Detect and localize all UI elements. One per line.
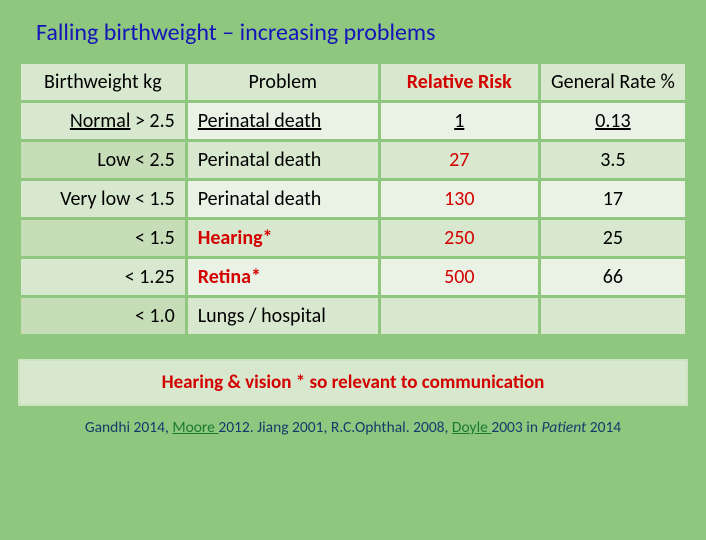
cell-birthweight: Very low < 1.5 <box>21 181 185 217</box>
table-row: < 1.5Hearing*25025 <box>21 220 685 256</box>
table-row: Very low < 1.5Perinatal death13017 <box>21 181 685 217</box>
citation-italic: Patient <box>541 418 589 437</box>
cell-general-rate: 0.13 <box>541 103 685 139</box>
cell-birthweight: Low < 2.5 <box>21 142 185 178</box>
cell-problem: Hearing* <box>188 220 378 256</box>
column-header: Problem <box>188 64 378 100</box>
cell-relative-risk: 500 <box>381 259 538 295</box>
table-row: < 1.0Lungs / hospital <box>21 298 685 334</box>
cell-relative-risk: 130 <box>381 181 538 217</box>
citation-link-doyle[interactable]: Doyle <box>452 418 491 437</box>
cell-problem: Perinatal death <box>188 181 378 217</box>
cell-general-rate: 25 <box>541 220 685 256</box>
citation-line: Gandhi 2014, Moore 2012. Jiang 2001, R.C… <box>18 406 688 437</box>
cell-general-rate: 3.5 <box>541 142 685 178</box>
risk-table: Birthweight kgProblemRelative RiskGenera… <box>18 61 688 337</box>
cell-general-rate: 17 <box>541 181 685 217</box>
cell-problem: Perinatal death <box>188 142 378 178</box>
cell-relative-risk: 1 <box>381 103 538 139</box>
citation-text: 2003 in <box>491 418 541 437</box>
cell-general-rate: 66 <box>541 259 685 295</box>
citation-link-moore[interactable]: Moore <box>172 418 218 437</box>
citation-text: 2014 <box>590 418 621 437</box>
cell-birthweight: Normal > 2.5 <box>21 103 185 139</box>
slide-title: Falling birthweight – increasing problem… <box>18 12 688 61</box>
column-header: Birthweight kg <box>21 64 185 100</box>
cell-problem: Perinatal death <box>188 103 378 139</box>
cell-general-rate <box>541 298 685 334</box>
table-row: Low < 2.5Perinatal death273.5 <box>21 142 685 178</box>
column-header: Relative Risk <box>381 64 538 100</box>
table-row: < 1.25Retina*50066 <box>21 259 685 295</box>
column-header: General Rate % <box>541 64 685 100</box>
cell-birthweight: < 1.0 <box>21 298 185 334</box>
cell-relative-risk <box>381 298 538 334</box>
cell-problem: Retina* <box>188 259 378 295</box>
cell-problem: Lungs / hospital <box>188 298 378 334</box>
cell-relative-risk: 250 <box>381 220 538 256</box>
cell-relative-risk: 27 <box>381 142 538 178</box>
cell-birthweight: < 1.5 <box>21 220 185 256</box>
cell-birthweight: < 1.25 <box>21 259 185 295</box>
table-row: Normal > 2.5Perinatal death10.13 <box>21 103 685 139</box>
footnote: Hearing & vision * so relevant to commun… <box>18 359 688 406</box>
citation-text: Gandhi 2014, <box>85 418 173 437</box>
citation-text: 2012. Jiang 2001, R.C.Ophthal. 2008, <box>218 418 452 437</box>
